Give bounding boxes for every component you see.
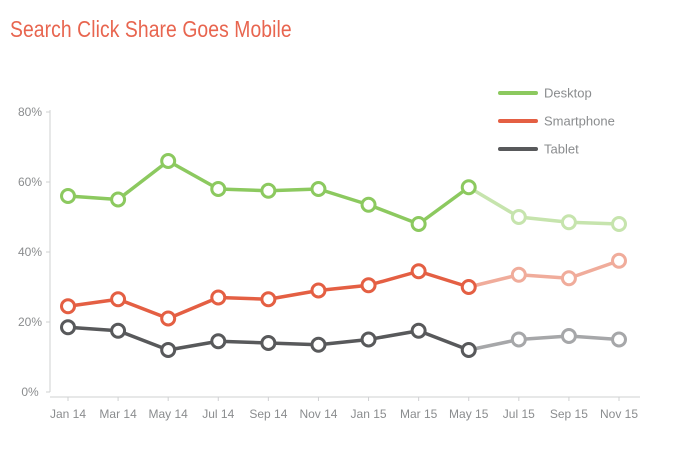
tablet-point: [310, 336, 327, 353]
desktop-line-segment: [216, 187, 271, 193]
x-tick-label: Jan 14: [50, 407, 86, 421]
tablet-line-segment: [216, 339, 271, 345]
tablet-line-segment: [466, 337, 521, 352]
x-tick-label: Sep 15: [550, 407, 588, 421]
tablet-point: [210, 333, 227, 350]
desktop-point: [110, 191, 127, 208]
desktop-line-segment: [316, 187, 371, 207]
tablet-point: [410, 322, 427, 339]
smartphone-point: [460, 279, 477, 295]
smartphone-line-segment: [216, 295, 271, 301]
tablet-point: [460, 342, 477, 358]
smartphone-point: [410, 263, 427, 280]
tablet-line-segment: [166, 339, 221, 352]
desktop-line-segment: [416, 185, 471, 226]
smartphone-line-segment: [416, 269, 471, 289]
y-tick-label: 60%: [18, 175, 42, 189]
x-tick-label: Jul 14: [202, 407, 234, 421]
desktop-point: [410, 216, 427, 232]
desktop-point: [260, 182, 277, 199]
smartphone-point: [210, 289, 227, 306]
x-tick-label: Nov 15: [600, 407, 638, 421]
desktop-line-segment: [366, 203, 421, 226]
desktop-line-segment: [567, 220, 621, 226]
desktop-point: [611, 216, 627, 232]
x-tick-label: Mar 14: [99, 407, 137, 421]
desktop-point: [460, 179, 477, 196]
desktop-point: [310, 181, 327, 197]
smartphone-line-segment: [266, 288, 321, 301]
chart-title: Search Click Share Goes Mobile: [10, 16, 292, 42]
smartphone-point: [60, 298, 76, 315]
smartphone-point: [110, 291, 127, 308]
tablet-point: [260, 335, 277, 351]
x-tick-label: Sep 14: [249, 407, 287, 421]
desktop-line-segment: [66, 194, 120, 202]
desktop-point: [560, 214, 577, 231]
legend-label-tablet: Tablet: [544, 142, 579, 157]
tablet-line-segment: [116, 329, 170, 352]
smartphone-point: [560, 270, 577, 287]
smartphone-point: [260, 291, 277, 308]
smartphone-line-segment: [66, 297, 120, 308]
x-axis: Jan 14 Mar 14 May 14 Jul 14 Sep 14 Nov 14 Jan …: [50, 396, 640, 421]
series-lines: [60, 153, 627, 358]
y-axis: 0% 20% 40% 60% 80%: [18, 105, 51, 399]
x-tick-label: Nov 14: [299, 407, 337, 421]
desktop-point: [210, 181, 227, 197]
desktop-line-segment: [466, 185, 521, 219]
smartphone-point: [310, 282, 327, 299]
smartphone-point: [611, 252, 627, 269]
series-smartphone: [60, 252, 627, 327]
tablet-point: [360, 331, 377, 348]
y-tick-label: 20%: [18, 315, 42, 329]
x-tick-label: May 14: [149, 407, 189, 421]
series-tablet: [60, 319, 627, 358]
tablet-point: [611, 331, 627, 348]
desktop-point: [510, 209, 527, 225]
desktop-line-segment: [166, 159, 221, 191]
smartphone-line-segment: [316, 283, 371, 293]
smartphone-point: [360, 277, 377, 294]
legend-label-smartphone: Smartphone: [544, 114, 615, 129]
x-tick-label: Jul 15: [503, 407, 535, 421]
y-tick-label: 0%: [21, 385, 39, 399]
tablet-point: [560, 328, 577, 344]
desktop-point: [60, 188, 76, 204]
tablet-point: [160, 342, 177, 358]
smartphone-line-segment: [466, 273, 521, 289]
x-tick-label: Jan 15: [351, 407, 387, 421]
desktop-line-segment: [266, 187, 321, 193]
tablet-line-segment: [567, 334, 621, 342]
smartphone-line-segment: [517, 273, 571, 280]
y-tick-label: 40%: [18, 245, 42, 259]
series-desktop: [60, 153, 627, 232]
tablet-point: [110, 322, 127, 339]
tablet-line-segment: [416, 329, 471, 352]
smartphone-point: [510, 266, 527, 283]
tablet-line-segment: [517, 334, 571, 342]
x-tick-label: May 15: [449, 407, 489, 421]
x-tick-label: Mar 15: [400, 407, 438, 421]
tablet-point: [510, 331, 527, 348]
smartphone-line-segment: [567, 259, 621, 280]
legend-label-desktop: Desktop: [544, 86, 592, 101]
tablet-point: [60, 319, 76, 336]
desktop-point: [160, 153, 177, 169]
smartphone-line-segment: [366, 269, 421, 287]
smartphone-line-segment: [116, 297, 170, 321]
desktop-line-segment: [116, 159, 170, 202]
tablet-line-segment: [66, 325, 120, 333]
y-tick-label: 80%: [18, 105, 42, 119]
tablet-line-segment: [366, 329, 421, 342]
legend: Desktop Smartphone Tablet: [498, 86, 615, 157]
smartphone-line-segment: [166, 295, 221, 321]
tablet-line-segment: [316, 337, 371, 347]
tablet-line-segment: [266, 341, 321, 347]
desktop-point: [360, 196, 377, 213]
smartphone-point: [160, 310, 177, 327]
desktop-line-segment: [517, 215, 571, 224]
